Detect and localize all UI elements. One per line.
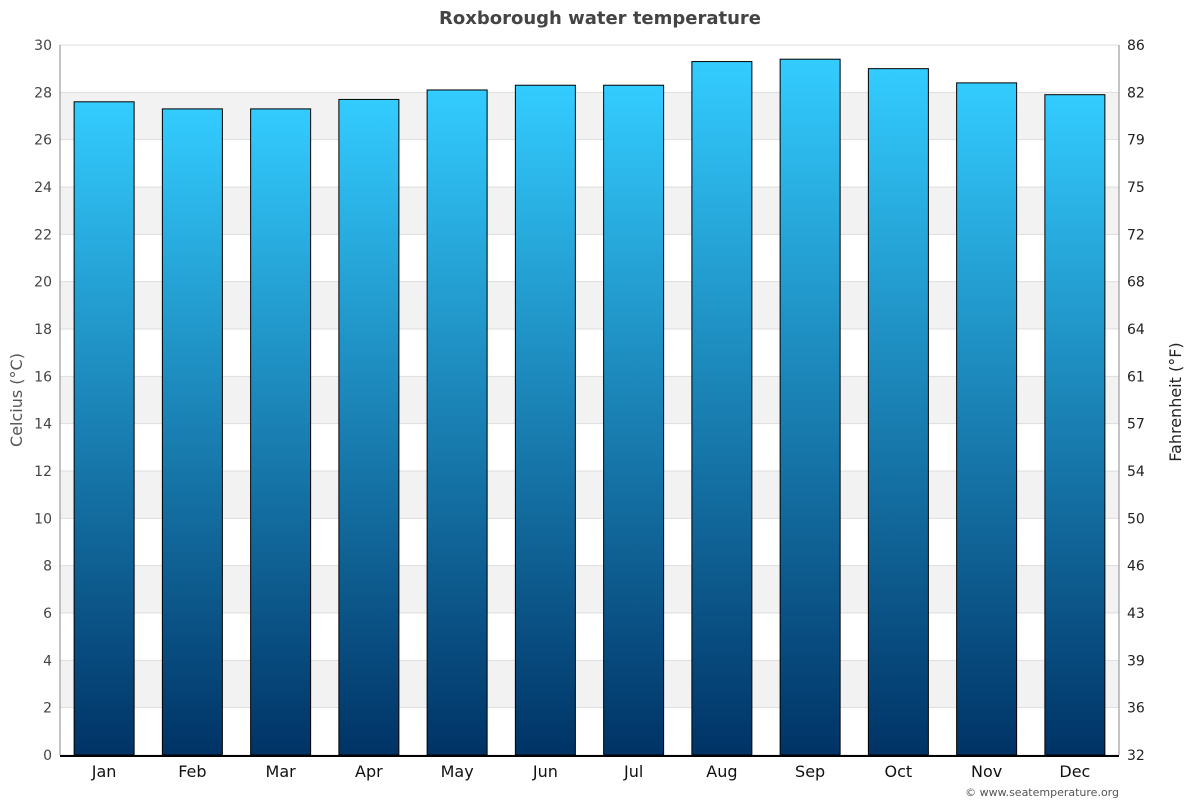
x-tick-label: Mar (266, 762, 297, 781)
bar-nov (956, 82, 1018, 756)
y2-tick-label: 50 (1127, 511, 1145, 527)
y2-tick-label: 32 (1127, 748, 1145, 764)
y2-tick-label: 46 (1127, 559, 1145, 575)
y-tick-label: 10 (34, 511, 52, 527)
y2-tick-label: 79 (1127, 133, 1145, 149)
y-tick-label: 22 (34, 227, 52, 243)
credit[interactable]: © www.seatemperature.org (965, 786, 1119, 799)
bar-oct (867, 68, 929, 756)
y-tick-label: 0 (43, 748, 52, 764)
x-tick-label: Aug (706, 762, 737, 781)
y-axis-label: Celcius (°C) (7, 353, 26, 447)
grid-band (60, 187, 1119, 235)
x-tick-label: Jun (532, 762, 558, 781)
axes (59, 45, 1120, 757)
grid-band (60, 471, 1119, 519)
y2-tick-label: 72 (1127, 227, 1145, 243)
y2-tick-label: 68 (1127, 275, 1145, 291)
x-tick-label: Oct (885, 762, 913, 781)
grid-band (60, 565, 1119, 613)
y-tick-label: 18 (34, 322, 52, 338)
bar-may (426, 89, 488, 756)
x-tick-label: Jan (91, 762, 117, 781)
x-tick-label: Jul (623, 762, 643, 781)
x-tick-label: Nov (971, 762, 1002, 781)
y-tick-label: 12 (34, 464, 52, 480)
grid-band (60, 376, 1119, 424)
y2-tick-label: 86 (1127, 38, 1145, 54)
y2-axis-label: Fahrenheit (°F) (1166, 342, 1185, 461)
x-tick-label: Sep (795, 762, 825, 781)
bars (73, 58, 1106, 756)
bar-dec (1044, 94, 1106, 756)
bar-mar (250, 108, 312, 756)
chart-title: Roxborough water temperature (439, 8, 761, 29)
bar-apr (338, 98, 400, 756)
y-tick-label: 24 (34, 180, 52, 196)
y-tick-label: 26 (34, 133, 52, 149)
grid-band (60, 660, 1119, 708)
bar-jun (514, 84, 576, 756)
bar-feb (161, 108, 223, 756)
tick-labels: 0 32 2 36 4 39 6 43 8 46 10 50 12 54 14 57 16 61 18 64 20 68 2… (34, 38, 1145, 781)
y2-tick-label: 61 (1127, 369, 1145, 385)
y-tick-label: 2 (43, 701, 52, 717)
y2-tick-label: 75 (1127, 180, 1145, 196)
y-tick-label: 8 (43, 559, 52, 575)
y2-tick-label: 39 (1127, 653, 1145, 669)
bar-sep (779, 58, 841, 756)
y-tick-label: 6 (43, 606, 52, 622)
y-tick-label: 4 (43, 653, 52, 669)
bar-jan (73, 101, 135, 756)
grid-band (60, 281, 1119, 329)
y-tick-label: 20 (34, 275, 52, 291)
y-tick-label: 14 (34, 417, 52, 433)
x-tick-label: Apr (355, 762, 383, 781)
x-tick-label: Feb (178, 762, 206, 781)
grid-band (60, 92, 1119, 140)
y2-tick-label: 36 (1127, 701, 1145, 717)
y2-tick-label: 57 (1127, 417, 1145, 433)
y-tick-label: 28 (34, 85, 52, 101)
x-tick-label: May (441, 762, 474, 781)
x-tick-label: Dec (1059, 762, 1090, 781)
y2-tick-label: 82 (1127, 85, 1145, 101)
y2-tick-label: 43 (1127, 606, 1145, 622)
y2-tick-label: 64 (1127, 322, 1145, 338)
y-tick-label: 16 (34, 369, 52, 385)
y2-tick-label: 54 (1127, 464, 1145, 480)
grid-bands (60, 44, 1119, 756)
bar-aug (691, 61, 753, 756)
y-tick-label: 30 (34, 38, 52, 54)
bar-jul (603, 84, 665, 756)
